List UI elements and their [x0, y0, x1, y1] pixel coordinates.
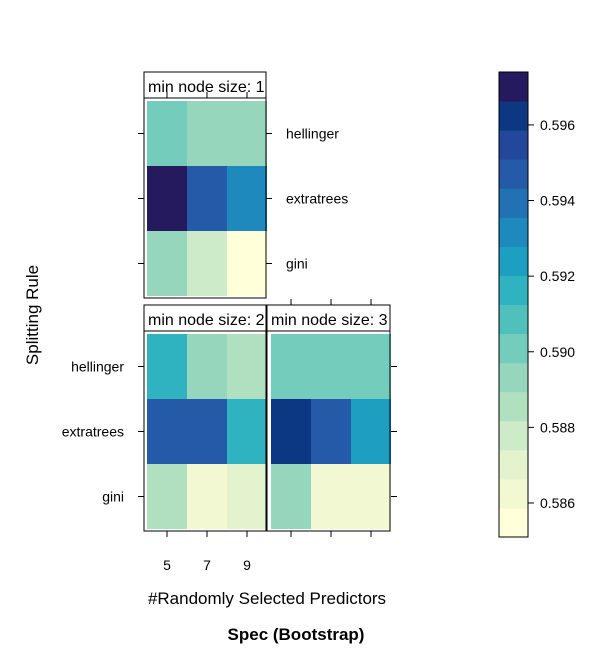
- panel-strip-label-1: min node size: 1: [148, 79, 265, 96]
- panel-strip-1: [143, 71, 267, 99]
- panel-strip-label-2: min node size: 2: [148, 312, 265, 329]
- x-axis-title: #Randomly Selected Predictors: [148, 589, 386, 608]
- colorbar-band-10: [499, 246, 528, 276]
- heatmap-cell-p1-hellinger-3: [227, 101, 267, 166]
- heatmap-cell-p1-extratrees-2: [187, 166, 227, 231]
- heatmap-cell-p1-gini-1: [147, 231, 187, 296]
- y-axis-title: Splitting Rule: [23, 265, 42, 365]
- colorbar-band-3: [499, 449, 528, 480]
- heatmap-cell-p1-hellinger-2: [187, 101, 227, 166]
- colorbar-band-8: [499, 304, 528, 335]
- colorbar-band-12: [499, 188, 528, 218]
- heatmap-cell-p3-extratrees-2: [311, 399, 351, 464]
- colorbar-band-1: [499, 507, 528, 538]
- colorbar-band-4: [499, 420, 528, 451]
- colorbar-band-13: [499, 159, 528, 189]
- y-tick-label-right-hellinger: hellinger: [286, 126, 339, 142]
- x-tick-label-9: 9: [243, 557, 251, 573]
- colorbar-band-5: [499, 391, 528, 422]
- heatmap-cell-p2-extratrees-3: [227, 399, 267, 464]
- colorbar-tick-label-4: 0.592: [540, 268, 575, 284]
- chart-title: Spec (Bootstrap): [228, 625, 365, 644]
- colorbar-band-15: [499, 101, 528, 131]
- heatmap-cell-p2-hellinger-2: [187, 334, 227, 399]
- colorbar-band-6: [499, 362, 528, 393]
- heatmap-cell-p2-gini-1: [147, 464, 187, 529]
- x-tick-label-5: 5: [163, 557, 171, 573]
- colorbar-tick-label-3: 0.590: [540, 344, 575, 360]
- heatmap-cell-p2-hellinger-3: [227, 334, 267, 399]
- heatmap-cell-p2-hellinger-1: [147, 334, 187, 399]
- heatmap-cell-p3-hellinger-3: [351, 334, 391, 399]
- colorbar-tick-label-2: 0.588: [540, 419, 575, 435]
- colorbar-band-2: [499, 478, 528, 509]
- heatmap-cell-p2-gini-3: [227, 464, 267, 529]
- heatmap-cell-p1-extratrees-1: [147, 166, 187, 231]
- heatmap-cell-p3-gini-1: [271, 464, 311, 529]
- heatmap-cell-p1-gini-3: [227, 231, 267, 296]
- heatmap-cell-p2-gini-2: [187, 464, 227, 529]
- panel-frame-3: [266, 330, 391, 532]
- y-tick-label-left-hellinger: hellinger: [71, 359, 124, 375]
- panel-strip-2: [143, 304, 267, 332]
- colorbar-band-9: [499, 275, 528, 305]
- panel-strip-3: [266, 304, 391, 332]
- heatmap-cell-p3-hellinger-1: [271, 334, 311, 399]
- x-tick-label-7: 7: [203, 557, 211, 573]
- heatmap-cell-p3-extratrees-3: [351, 399, 391, 464]
- colorbar-tick-label-6: 0.596: [540, 117, 575, 133]
- colorbar-tick-label-5: 0.594: [540, 193, 575, 209]
- heatmap-cell-p3-gini-2: [311, 464, 351, 529]
- y-tick-label-right-gini: gini: [286, 256, 308, 272]
- heatmap-cell-p3-gini-3: [351, 464, 391, 529]
- colorbar-band-7: [499, 333, 528, 364]
- heatmap-cell-p1-hellinger-1: [147, 101, 187, 166]
- heatmap-cell-p2-extratrees-2: [187, 399, 227, 464]
- heatmap-cell-p1-gini-2: [187, 231, 227, 296]
- colorbar-band-16: [499, 72, 528, 102]
- colorbar-band-14: [499, 130, 528, 160]
- colorbar-tick-label-1: 0.586: [540, 495, 575, 511]
- heatmap-cell-p2-extratrees-1: [147, 399, 187, 464]
- heatmap-cell-p1-extratrees-3: [227, 166, 267, 231]
- colorbar-band-11: [499, 217, 528, 247]
- y-tick-label-left-extratrees: extratrees: [62, 424, 124, 440]
- y-tick-label-left-gini: gini: [102, 489, 124, 505]
- heatmap-cell-p3-hellinger-2: [311, 334, 351, 399]
- heatmap-cell-p3-extratrees-1: [271, 399, 311, 464]
- colorbar-frame: [498, 71, 529, 538]
- y-tick-label-right-extratrees: extratrees: [286, 191, 348, 207]
- panel-strip-label-3: min node size: 3: [271, 312, 388, 329]
